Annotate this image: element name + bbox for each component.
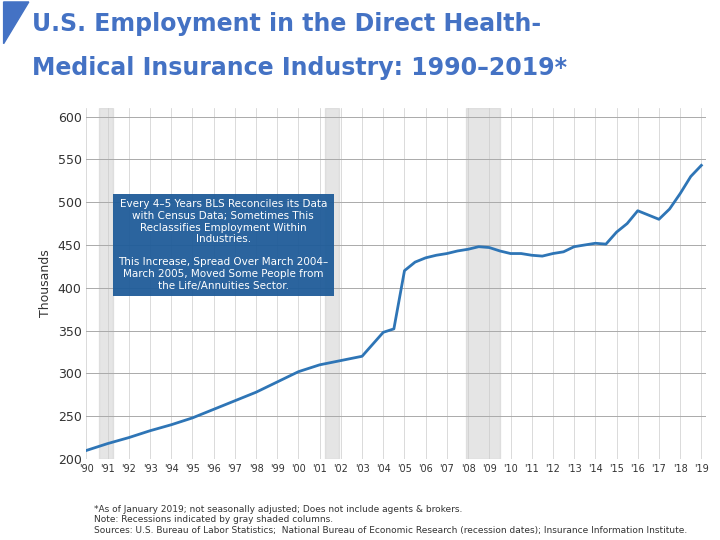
Bar bbox=[325, 108, 339, 459]
Text: U.S. Employment in the Direct Health-: U.S. Employment in the Direct Health- bbox=[32, 12, 541, 36]
Y-axis label: Thousands: Thousands bbox=[39, 249, 52, 318]
Bar bbox=[99, 108, 113, 459]
Bar bbox=[23, 503, 31, 529]
Bar bbox=[34, 503, 42, 529]
Text: Every 4–5 Years BLS Reconciles its Data
with Census Data; Sometimes This
Reclass: Every 4–5 Years BLS Reconciles its Data … bbox=[118, 199, 328, 291]
Bar bbox=[45, 503, 53, 529]
Bar bbox=[467, 108, 500, 459]
Text: Medical Insurance Industry: 1990–2019*: Medical Insurance Industry: 1990–2019* bbox=[32, 56, 567, 80]
Polygon shape bbox=[4, 2, 29, 44]
Text: *As of January 2019; not seasonally adjusted; Does not include agents & brokers.: *As of January 2019; not seasonally adju… bbox=[94, 505, 687, 535]
